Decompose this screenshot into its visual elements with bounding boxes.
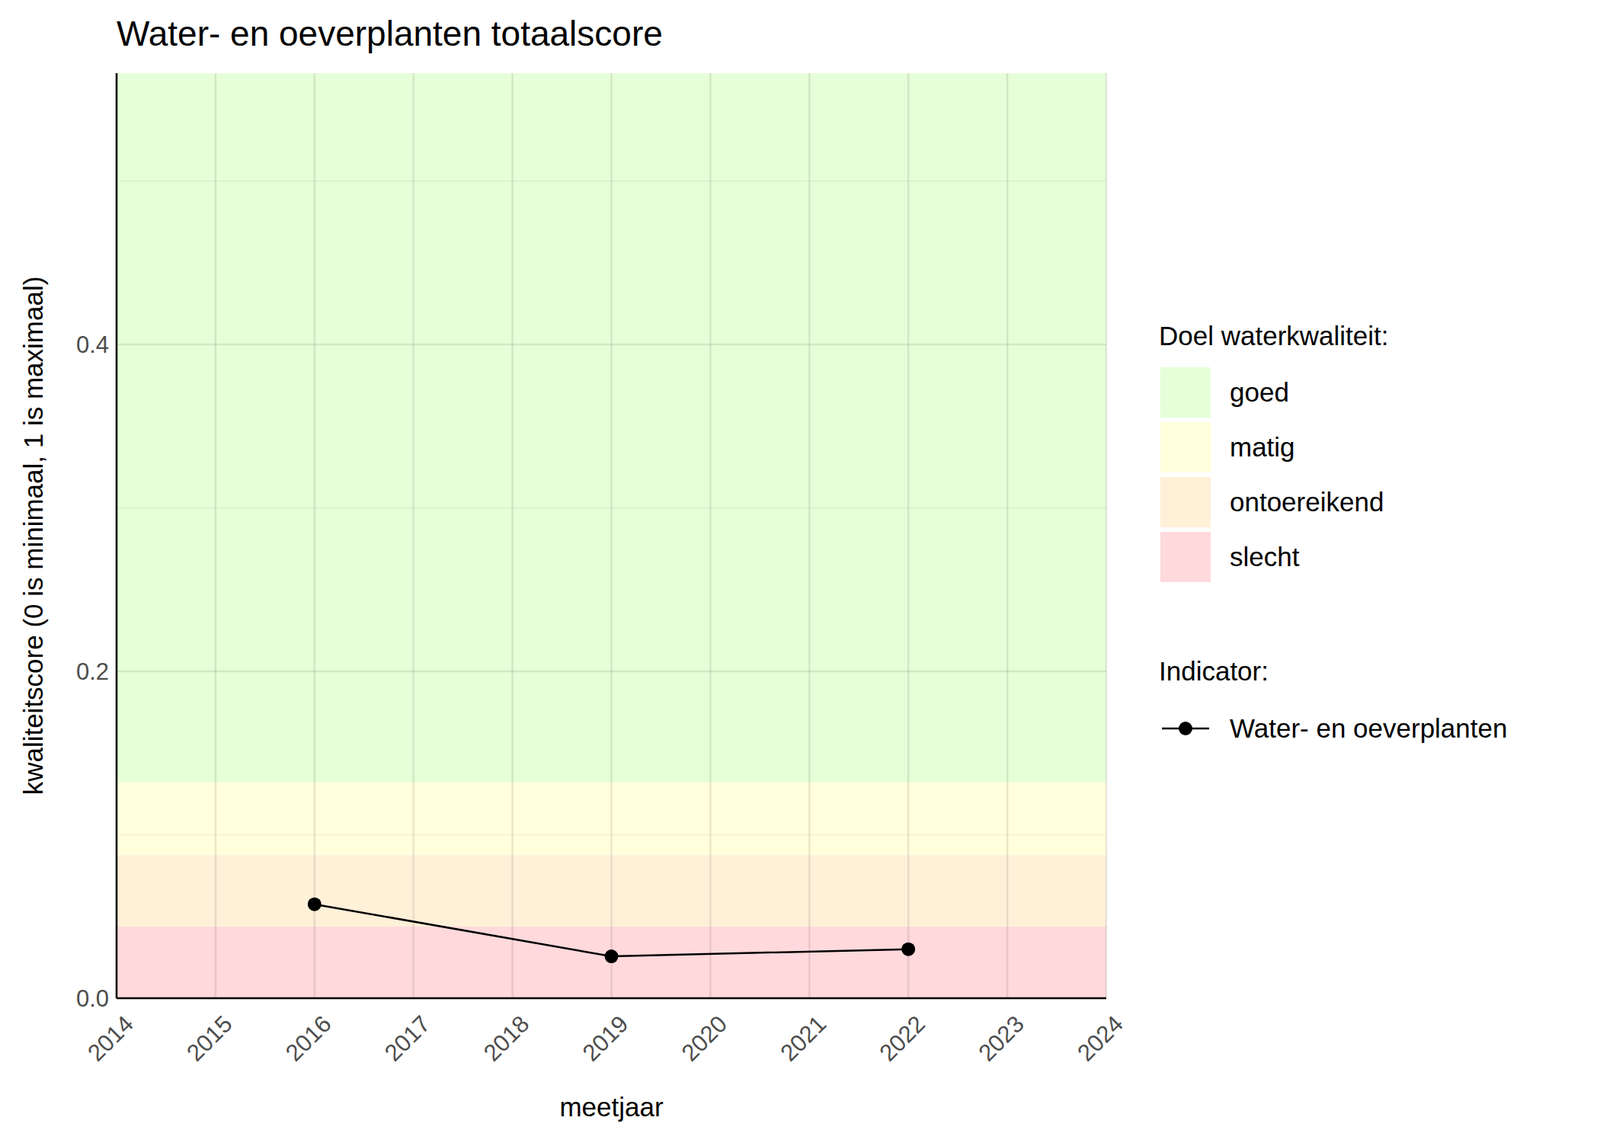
x-tick-label: 2014 xyxy=(82,1010,139,1067)
grid-line xyxy=(511,73,514,999)
bands xyxy=(116,73,1107,999)
x-tick-label: 2022 xyxy=(873,1010,931,1067)
grid-line xyxy=(116,997,1107,1000)
series-line xyxy=(314,904,909,957)
x-axis xyxy=(116,997,1107,1000)
y-tick-label: 0.0 xyxy=(76,985,109,1012)
legend-title: Doel waterkwaliteit: xyxy=(1158,320,1389,351)
legend-marker xyxy=(1178,721,1193,736)
x-tick-label: 2017 xyxy=(379,1010,436,1067)
x-tick-label: 2019 xyxy=(577,1010,634,1067)
x-axis-title: meetjaar xyxy=(559,1091,664,1122)
y-tick-label: 0.2 xyxy=(76,658,109,685)
legend-label: goed xyxy=(1229,377,1290,407)
grid-line xyxy=(115,73,119,999)
data xyxy=(307,897,916,964)
x-tick-label: 2018 xyxy=(478,1010,535,1067)
y-tick-label: 0.4 xyxy=(76,331,109,359)
grid xyxy=(116,73,1107,999)
grid-line xyxy=(1105,73,1108,999)
legend-swatch xyxy=(1160,476,1211,528)
grid-line xyxy=(412,73,415,999)
grid-line xyxy=(610,73,613,999)
grid-line xyxy=(214,73,218,999)
point xyxy=(901,942,916,957)
legend-title: Indicator: xyxy=(1158,656,1269,686)
x-tick-label: 2016 xyxy=(280,1010,337,1067)
y-axis-title: kwaliteitscore (0 is minimaal, 1 is maxi… xyxy=(18,276,48,796)
legend-swatch xyxy=(1160,422,1211,473)
chart: 0.0 0.2 0.4 2014 2015 2016 2017 2018 2019 2020 202… xyxy=(0,0,1600,1143)
x-tick-label: 2015 xyxy=(181,1010,238,1067)
grid-line xyxy=(709,73,712,999)
legend-label: Water- en oeverplanten xyxy=(1229,713,1508,743)
grid-line xyxy=(1006,73,1009,999)
grid-line xyxy=(313,73,317,999)
title: Water- en oeverplanten totaalscore xyxy=(116,13,663,54)
x-tick-label: 2020 xyxy=(676,1010,733,1067)
x-tick-label: 2021 xyxy=(775,1010,832,1067)
x-tick-label: 2023 xyxy=(972,1010,1030,1067)
legend-label: matig xyxy=(1229,432,1296,462)
legend-swatch xyxy=(1160,531,1211,583)
legend-label: ontoereikend xyxy=(1229,486,1384,517)
point xyxy=(307,897,322,912)
y-axis xyxy=(115,73,119,999)
legend-swatch xyxy=(1160,367,1211,418)
point xyxy=(604,949,619,964)
grid-line xyxy=(808,73,811,999)
grid-line xyxy=(907,73,910,999)
legend-label: slecht xyxy=(1229,541,1300,572)
x-tick-label: 2024 xyxy=(1072,1010,1129,1067)
